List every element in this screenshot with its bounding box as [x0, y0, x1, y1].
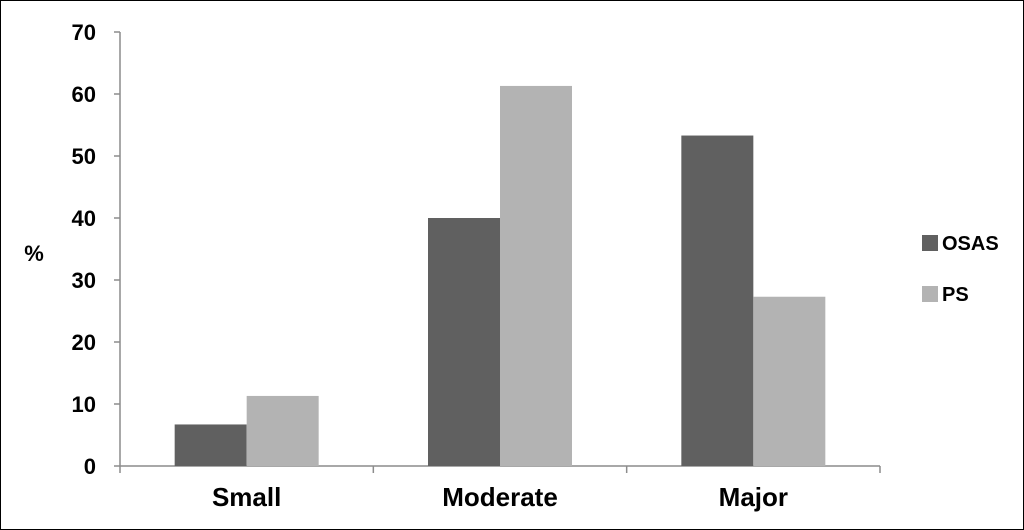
x-tick-label: Moderate: [442, 482, 558, 512]
legend-label-ps: PS: [942, 284, 969, 306]
bar-ps-moderate: [500, 85, 572, 466]
x-tick-label: Major: [719, 482, 788, 512]
legend: OSAS PS: [922, 233, 999, 306]
y-tick-label: 60: [72, 82, 96, 107]
y-tick-label: 30: [72, 268, 96, 293]
legend-swatch-osas: [922, 235, 938, 251]
y-tick-label: 20: [72, 330, 96, 355]
y-tick-label: 50: [72, 144, 96, 169]
y-tick-label: 70: [72, 20, 96, 45]
y-tick-label: 40: [72, 206, 96, 231]
legend-swatch-ps: [922, 286, 938, 302]
bar-ps-small: [246, 395, 319, 466]
bar-osas-small: [174, 424, 247, 466]
y-axis-label: %: [24, 241, 44, 266]
y-tick-label: 0: [84, 454, 96, 479]
bar-osas-major: [681, 135, 754, 467]
legend-label-osas: OSAS: [942, 233, 999, 255]
labels: % 0 10 20 30 40 50 60 70 Small Moderate Major: [24, 20, 788, 512]
bars: [174, 85, 826, 467]
y-tick-label: 10: [72, 392, 96, 417]
bar-osas-moderate: [428, 218, 500, 466]
x-tick-label: Small: [212, 482, 281, 512]
bar-ps-major: [753, 296, 826, 466]
